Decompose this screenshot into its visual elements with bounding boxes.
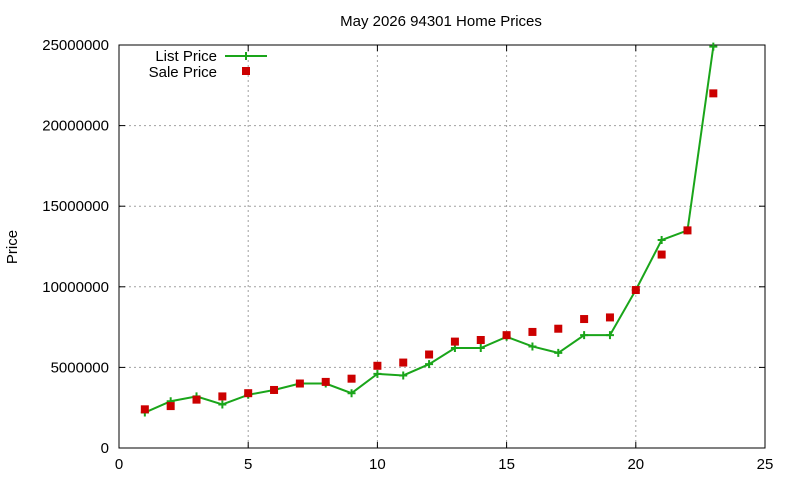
sale-price-point bbox=[425, 350, 434, 359]
list-price-point bbox=[709, 42, 718, 51]
grid-lines bbox=[119, 44, 765, 448]
y-tick-label: 15000000 bbox=[42, 198, 109, 215]
sale-price-point bbox=[580, 315, 589, 324]
y-tick-label: 0 bbox=[101, 440, 109, 457]
sale-price-point bbox=[399, 358, 408, 367]
list-price-point bbox=[554, 348, 563, 357]
list-price-point bbox=[476, 344, 485, 353]
sale-price-point bbox=[450, 337, 459, 346]
sale-price-point bbox=[709, 89, 718, 98]
sale-price-point bbox=[166, 402, 175, 411]
y-tick-label: 25000000 bbox=[42, 37, 109, 54]
sale-price-point bbox=[321, 377, 330, 386]
plot-frame bbox=[118, 44, 766, 449]
legend-square-marker bbox=[242, 67, 250, 75]
sale-price-point bbox=[295, 379, 304, 388]
legend-label-sale-price: Sale Price bbox=[149, 64, 217, 81]
series-layer bbox=[140, 42, 718, 417]
list-price-point bbox=[528, 342, 537, 351]
sale-price-point bbox=[218, 392, 227, 401]
y-axis-label: Price bbox=[4, 230, 21, 264]
list-price-point bbox=[605, 331, 614, 340]
y-tick-label: 10000000 bbox=[42, 279, 109, 296]
sale-price-point bbox=[502, 331, 511, 340]
sale-price-point bbox=[373, 361, 382, 370]
list-price-point bbox=[373, 369, 382, 378]
sale-price-point bbox=[192, 395, 201, 404]
list-price-point bbox=[218, 400, 227, 409]
sale-price-point bbox=[347, 374, 356, 383]
sale-price-point bbox=[140, 405, 149, 414]
x-tick-label: 10 bbox=[369, 456, 386, 473]
y-tick-label: 20000000 bbox=[42, 118, 109, 135]
y-tick-label: 5000000 bbox=[51, 359, 109, 376]
sale-price-point bbox=[683, 226, 692, 235]
sale-price-point bbox=[244, 389, 253, 398]
list-price-point bbox=[425, 360, 434, 369]
x-tick-label: 5 bbox=[244, 456, 252, 473]
legend-plus-marker bbox=[242, 52, 250, 60]
sale-price-point bbox=[631, 286, 640, 295]
x-tick-label: 15 bbox=[498, 456, 515, 473]
sale-price-point bbox=[270, 385, 279, 394]
legend-label-list-price: List Price bbox=[155, 48, 217, 65]
list-price-point bbox=[657, 236, 666, 245]
x-tick-label: 20 bbox=[627, 456, 644, 473]
sale-price-point bbox=[605, 313, 614, 322]
sale-price-point bbox=[528, 327, 537, 336]
x-tick-label: 25 bbox=[757, 456, 774, 473]
sale-price-point bbox=[476, 335, 485, 344]
x-tick-label: 0 bbox=[115, 456, 123, 473]
list-price-point bbox=[580, 331, 589, 340]
legend: List Price Sale Price bbox=[149, 48, 267, 81]
sale-price-point bbox=[554, 324, 563, 333]
sale-price-point bbox=[657, 250, 666, 259]
list-price-point bbox=[399, 371, 408, 380]
list-price-point bbox=[347, 389, 356, 398]
chart-title: May 2026 94301 Home Prices bbox=[340, 13, 542, 30]
